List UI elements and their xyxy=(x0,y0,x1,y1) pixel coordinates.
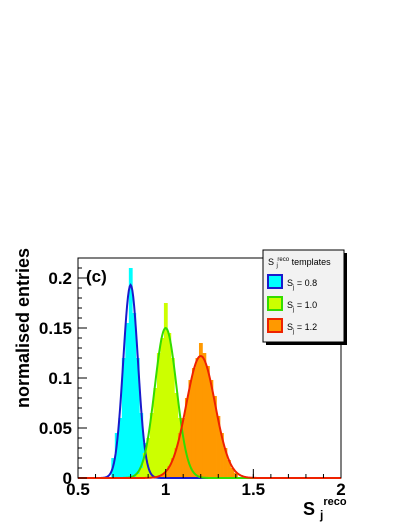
histogram-bar xyxy=(167,466,172,478)
axis-layer: 0.5 1 1.5 2 0 0.05 0.1 0.15 0.2 xyxy=(39,257,346,499)
legend-title: S j reco templates xyxy=(268,253,331,269)
histogram-bar xyxy=(230,468,235,478)
x-axis-title-main: S xyxy=(303,499,315,519)
histogram-bar xyxy=(163,303,168,478)
histogram-bar xyxy=(121,358,126,478)
histogram-bar xyxy=(227,460,231,478)
x-axis-title: S j reco xyxy=(303,496,347,523)
panel-label: (c) xyxy=(86,267,107,286)
y-tick-label: 0.1 xyxy=(48,369,72,388)
fit-curve xyxy=(78,354,341,479)
histogram-bar xyxy=(146,438,151,478)
histogram-bar xyxy=(209,380,214,478)
y-tick-label: 0.05 xyxy=(39,419,72,438)
histogram-bar xyxy=(118,418,123,478)
histogram-bar xyxy=(170,358,175,478)
histogram-bar xyxy=(149,413,154,478)
histogram-bar xyxy=(135,358,140,478)
histogram-bar xyxy=(153,388,158,478)
y-tick-label: 0.2 xyxy=(48,269,72,288)
histogram-bar xyxy=(139,468,144,478)
histogram-bar xyxy=(160,338,165,478)
x-axis-title-sub: j xyxy=(319,508,323,522)
legend-swatch xyxy=(267,274,283,289)
histogram-bar xyxy=(114,433,119,478)
legend-swatch xyxy=(267,318,283,333)
histogram-bar xyxy=(184,398,189,478)
legend-title-rest: templates xyxy=(292,257,332,267)
y-tick-label: 0.15 xyxy=(39,319,72,338)
histogram-bar xyxy=(202,353,207,478)
histogram-bar xyxy=(220,433,224,478)
histogram-bar xyxy=(205,366,210,478)
legend-entry-label: Sj = 0.8 xyxy=(287,278,317,291)
histogram-bar xyxy=(216,416,221,478)
histogram-bar xyxy=(167,333,172,478)
x-tick-label: 0.5 xyxy=(66,480,90,499)
x-tick-label: 1.5 xyxy=(242,480,266,499)
legend-entry-label: Sj = 1.2 xyxy=(287,322,317,335)
legend-title-sub: j xyxy=(276,263,278,269)
histogram-bar xyxy=(177,433,182,478)
histogram-bar xyxy=(128,268,133,478)
histogram-bar xyxy=(191,368,196,478)
histogram-bar xyxy=(223,448,228,478)
histogram-bar xyxy=(198,343,203,478)
histogram-bar xyxy=(174,448,179,478)
histogram-bar xyxy=(174,393,179,478)
legend-title-main: S xyxy=(268,257,274,267)
histogram-bar xyxy=(142,453,147,478)
histogram-bar xyxy=(188,380,193,478)
x-tick-label: 1 xyxy=(161,480,170,499)
histogram-bar xyxy=(170,458,175,478)
histogram-bar xyxy=(195,358,200,478)
histogram-bar xyxy=(181,418,186,478)
histogram-bar xyxy=(213,396,217,478)
legend-swatch xyxy=(267,296,283,311)
histogram-bar xyxy=(156,353,161,478)
histogram-bar xyxy=(139,413,144,478)
x-axis-title-sup: reco xyxy=(323,496,347,508)
y-axis-title: normalised entries xyxy=(13,248,33,408)
x-tick-label: 2 xyxy=(336,480,345,499)
histogram-bar xyxy=(160,475,165,478)
legend-entry-label: Sj = 1.0 xyxy=(287,300,317,313)
histogram-bar xyxy=(135,474,140,478)
legend-title-sup: reco xyxy=(277,257,289,263)
histogram-bar xyxy=(132,313,137,478)
legend: S j reco templates Sj = 0.8Sj = 1.0Sj = … xyxy=(262,249,347,345)
y-tick-label: 0 xyxy=(63,469,72,488)
histogram-bar xyxy=(125,323,130,478)
legend-entries: Sj = 0.8 Sj = 1.0 Sj = 1.2 xyxy=(267,274,317,335)
fit-curve-layer xyxy=(78,283,341,479)
